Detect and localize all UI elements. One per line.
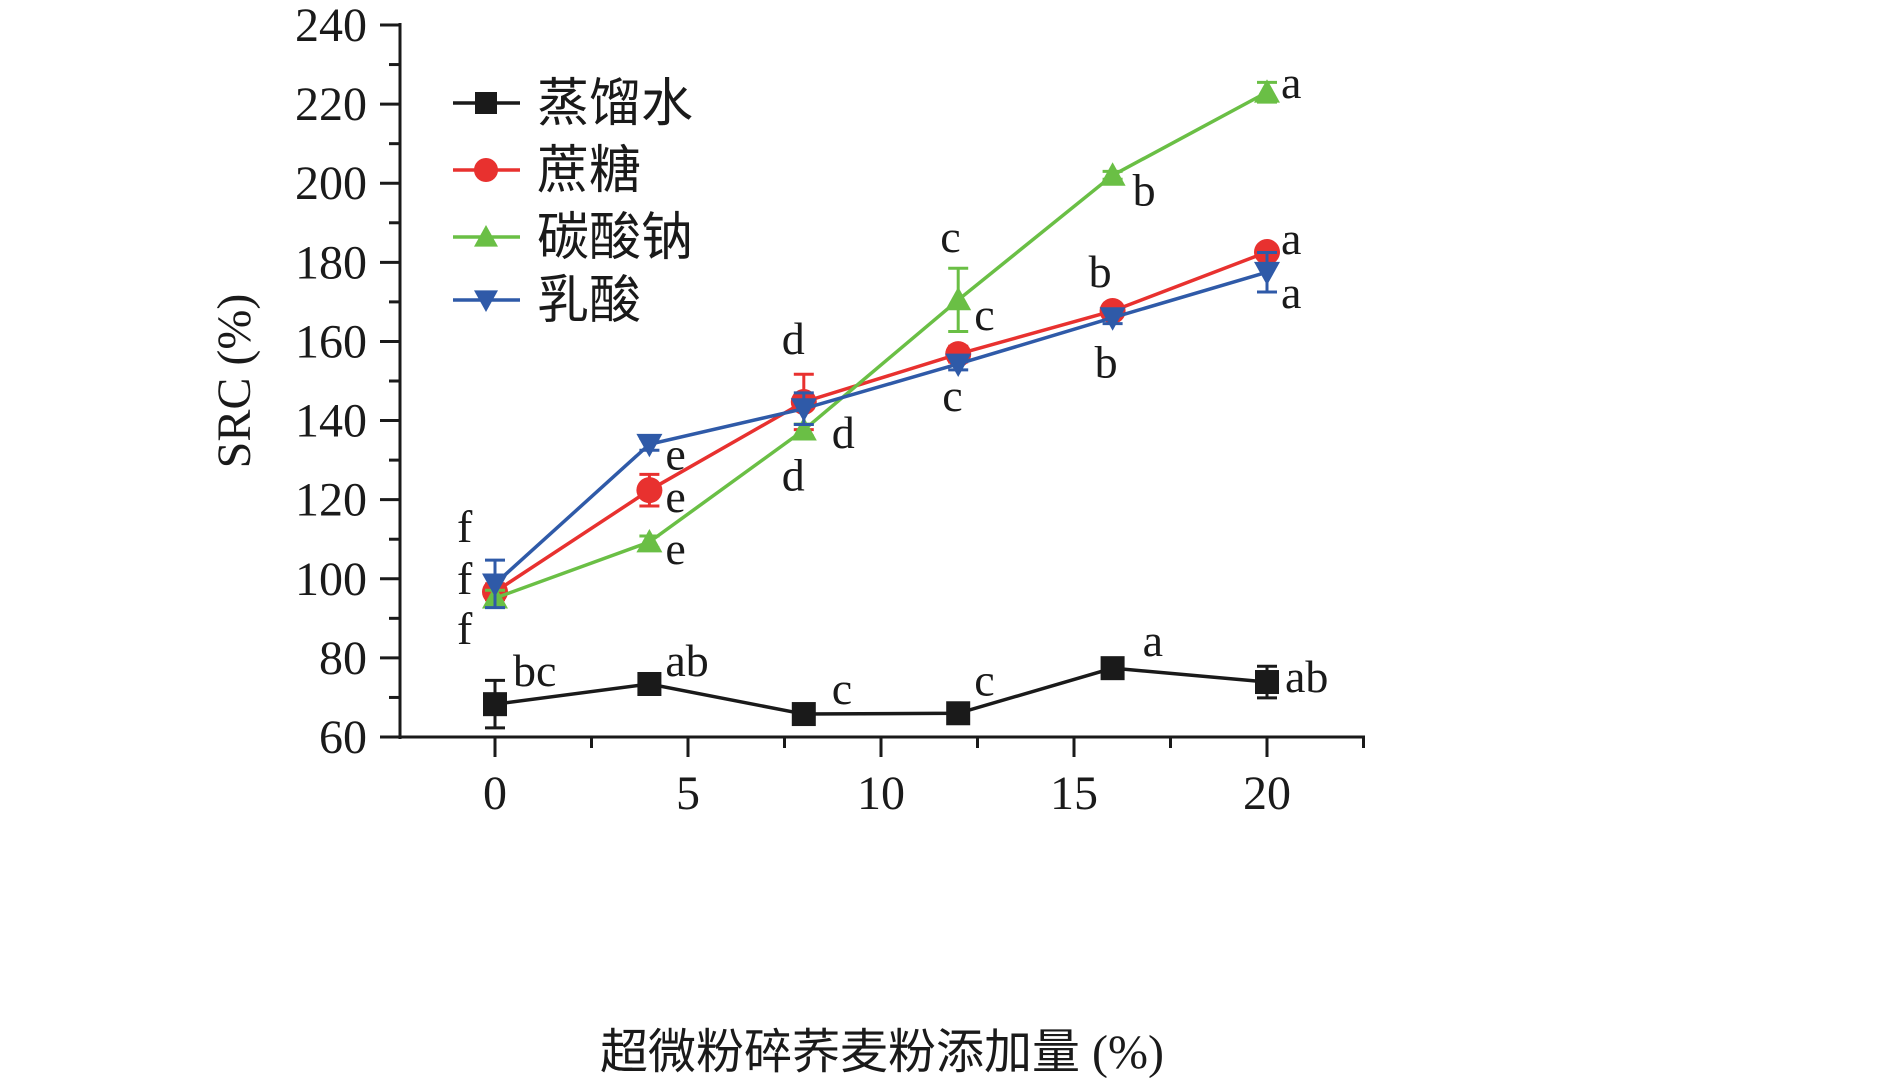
- significance-letter: f: [457, 553, 473, 604]
- marker-triangle-down: [945, 353, 972, 377]
- y-tick-label: 160: [295, 315, 367, 368]
- significance-letter: c: [974, 289, 994, 340]
- significance-letter: f: [457, 501, 473, 552]
- marker-square: [483, 692, 507, 717]
- legend-item-1: 蒸馏水: [453, 76, 693, 133]
- y-tick-label: 100: [295, 553, 367, 606]
- series-1: [483, 656, 1279, 730]
- legend-item-4: 乳酸: [453, 273, 641, 330]
- marker-triangle-down: [1099, 307, 1126, 331]
- significance-letter: a: [1281, 213, 1301, 264]
- series-line: [494, 666, 1268, 716]
- x-tick-label: 10: [857, 767, 905, 820]
- significance-letter: b: [1089, 246, 1112, 297]
- y-tick-label: 80: [319, 632, 367, 685]
- x-tick-label: 20: [1243, 767, 1291, 820]
- marker-square: [791, 702, 816, 727]
- legend-label: 蔗糖: [537, 143, 641, 200]
- x-tick-label: 5: [676, 767, 700, 820]
- x-tick-label: 0: [483, 767, 507, 820]
- marker-square: [637, 671, 662, 696]
- marker-triangle-down: [474, 290, 498, 312]
- significance-letter: b: [1133, 164, 1156, 215]
- significance-letter: a: [1281, 267, 1301, 318]
- significance-letter: ab: [1285, 651, 1328, 702]
- series-4: [482, 250, 1280, 610]
- marker-triangle-up: [636, 528, 663, 553]
- y-tick-label: 240: [295, 0, 367, 52]
- significance-letter: a: [1143, 615, 1163, 666]
- significance-letter: c: [832, 663, 852, 714]
- significance-letter: d: [832, 407, 855, 458]
- y-tick-label: 60: [319, 711, 367, 764]
- legend-item-2: 蔗糖: [453, 143, 641, 200]
- legend-label: 碳酸钠: [537, 210, 693, 267]
- marker-triangle-down: [790, 398, 817, 422]
- series-group: [482, 79, 1280, 730]
- y-tick-label: 120: [295, 474, 367, 527]
- significance-letter: b: [1095, 337, 1118, 388]
- marker-square: [946, 701, 971, 726]
- significance-letter: ab: [665, 635, 708, 686]
- marker-triangle-up: [790, 417, 817, 441]
- legend-label: 乳酸: [537, 273, 641, 330]
- significance-letter: e: [665, 428, 685, 479]
- series-line: [494, 250, 1268, 594]
- y-tick-label: 220: [295, 78, 367, 131]
- x-axis-label: 超微粉碎荞麦粉添加量 (%): [600, 1026, 1164, 1078]
- marker-square: [475, 92, 497, 114]
- marker-triangle-down: [482, 573, 508, 597]
- marker-triangle-up: [1099, 162, 1126, 186]
- significance-letter: c: [942, 370, 962, 421]
- marker-triangle-up: [474, 225, 498, 247]
- marker-triangle-up: [945, 286, 972, 311]
- marker-square: [1100, 656, 1125, 681]
- series-line: [494, 90, 1268, 600]
- significance-letter: d: [782, 450, 805, 501]
- y-tick-label: 200: [295, 157, 367, 210]
- significance-letter: e: [665, 471, 685, 522]
- marker-triangle-up: [1254, 79, 1280, 103]
- significance-letter: c: [974, 654, 994, 705]
- y-axis-label: SRC (%): [208, 294, 261, 469]
- y-tick-label: 180: [295, 236, 367, 289]
- y-tick-label: 140: [295, 395, 367, 448]
- significance-letter: c: [940, 211, 960, 262]
- significance-letter: d: [782, 313, 805, 364]
- marker-circle: [474, 158, 498, 182]
- significance-letter: bc: [513, 645, 556, 696]
- significance-letter: f: [457, 603, 473, 654]
- marker-triangle-down: [636, 433, 663, 458]
- significance-letter: a: [1281, 57, 1301, 108]
- marker-triangle-down: [1254, 261, 1280, 286]
- legend-label: 蒸馏水: [537, 76, 693, 133]
- marker-circle: [636, 477, 663, 504]
- series-line: [493, 270, 1268, 586]
- marker-square: [1255, 670, 1279, 695]
- legend-item-3: 碳酸钠: [453, 210, 693, 267]
- x-tick-label: 15: [1050, 767, 1098, 820]
- significance-letter: e: [665, 523, 685, 574]
- axes: 60 80 100 120 140 160 180 200 220 240 0 5 10 15 20: [295, 0, 1365, 820]
